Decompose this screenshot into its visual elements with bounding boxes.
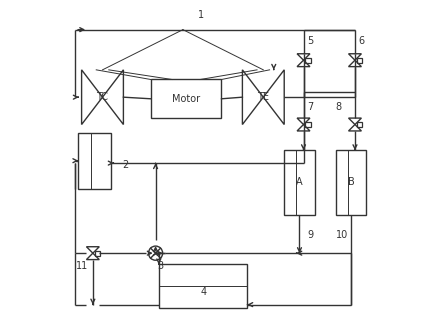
- Text: 7: 7: [307, 102, 313, 112]
- Text: 6: 6: [358, 36, 365, 46]
- Bar: [78, 132, 111, 189]
- Bar: [357, 122, 362, 127]
- Text: 8: 8: [336, 102, 342, 112]
- Text: Motor: Motor: [172, 94, 200, 104]
- Text: TC: TC: [97, 92, 109, 102]
- Text: 4: 4: [201, 287, 207, 297]
- Bar: [284, 150, 315, 214]
- Text: 3: 3: [157, 261, 163, 271]
- Bar: [305, 57, 311, 63]
- Bar: [357, 57, 362, 63]
- Bar: [336, 150, 366, 214]
- Text: 2: 2: [122, 160, 128, 170]
- Text: B: B: [348, 177, 354, 187]
- Text: TE: TE: [257, 92, 269, 102]
- Bar: [159, 265, 247, 308]
- Text: 1: 1: [198, 10, 204, 20]
- Text: 11: 11: [75, 261, 88, 271]
- Text: 9: 9: [307, 231, 313, 240]
- Text: A: A: [296, 177, 303, 187]
- Bar: [151, 79, 222, 118]
- Text: 10: 10: [336, 231, 348, 240]
- Bar: [95, 251, 100, 256]
- Bar: [305, 122, 311, 127]
- Text: 5: 5: [307, 36, 313, 46]
